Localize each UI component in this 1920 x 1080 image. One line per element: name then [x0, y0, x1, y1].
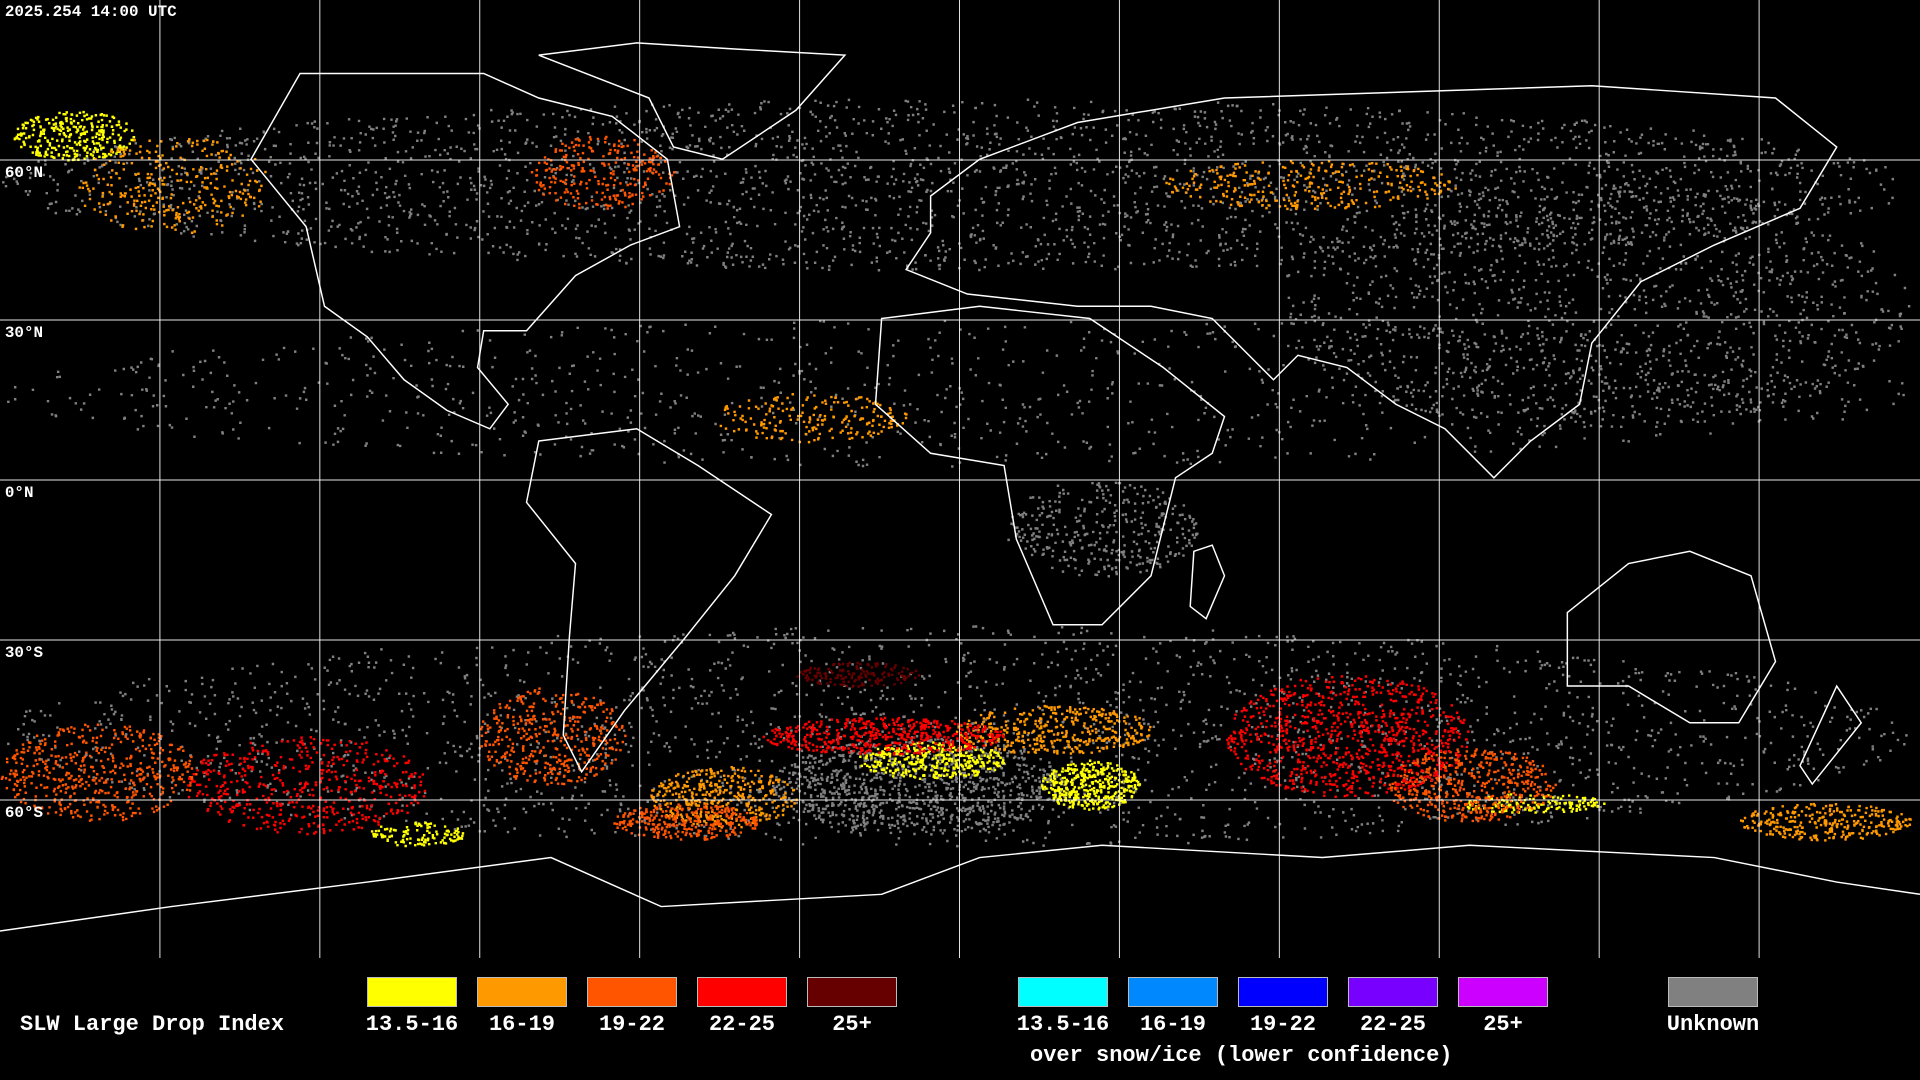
coastline: [250, 72, 681, 430]
coastlines: [0, 42, 1920, 932]
coastline: [905, 85, 1838, 479]
legend-label: 22-25: [1359, 1012, 1426, 1037]
legend-swatch: [1668, 977, 1758, 1007]
legend-swatch: [1458, 977, 1548, 1007]
timestamp: 2025.254 14:00 UTC: [5, 3, 177, 21]
legend-title: SLW Large Drop Index: [20, 1012, 285, 1037]
latitude-label: 60°N: [5, 164, 43, 182]
legend-label: 19-22: [598, 1012, 665, 1037]
coastline: [1189, 544, 1226, 620]
coastline: [538, 42, 847, 161]
graticule: [0, 0, 1920, 958]
legend-label: Unknown: [1666, 1012, 1760, 1037]
legend-label: 13.5-16: [1016, 1012, 1110, 1037]
latitude-labels: 60°N 30°N 0°N 30°S 60°S: [5, 164, 44, 822]
legend-swatch: [477, 977, 567, 1007]
latitude-label: 30°S: [5, 644, 44, 662]
latitude-label: 60°S: [5, 804, 44, 822]
coastline: [0, 844, 1920, 932]
coastline: [1566, 550, 1777, 724]
latitude-label: 0°N: [5, 484, 34, 502]
legend-swatch: [1128, 977, 1218, 1007]
coastline: [525, 428, 773, 774]
cloud-speckles: [796, 661, 921, 689]
legend-label: 22-25: [708, 1012, 775, 1037]
legend-caption: over snow/ice (lower confidence): [1030, 1043, 1453, 1068]
legend-label: 13.5-16: [365, 1012, 459, 1037]
legend-label: 16-19: [488, 1012, 555, 1037]
cloud-field: [0, 98, 1912, 848]
map: 2025.254 14:00 UTC 60°N 30°N 0°N 30°S 60°S: [0, 0, 1920, 958]
legend-label: 16-19: [1139, 1012, 1206, 1037]
legend-label: 19-22: [1249, 1012, 1316, 1037]
legend-swatch: [807, 977, 897, 1007]
latitude-label: 30°N: [5, 324, 43, 342]
legend-swatch: [367, 977, 457, 1007]
legend-swatch: [1018, 977, 1108, 1007]
coastline: [874, 305, 1226, 626]
legend-swatch: [587, 977, 677, 1007]
coastline: [1799, 684, 1863, 786]
legend-swatch: [1238, 977, 1328, 1007]
legend-label: 25+: [1483, 1012, 1523, 1037]
map-background: [0, 0, 1920, 958]
legend-swatch: [697, 977, 787, 1007]
legend-swatch: [1348, 977, 1438, 1007]
legend-label: 25+: [832, 1012, 872, 1037]
